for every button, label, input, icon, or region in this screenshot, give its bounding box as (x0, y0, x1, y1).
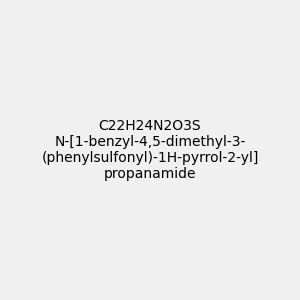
Text: C22H24N2O3S
N-[1-benzyl-4,5-dimethyl-3-
(phenylsulfonyl)-1H-pyrrol-2-yl]
propana: C22H24N2O3S N-[1-benzyl-4,5-dimethyl-3- … (41, 119, 259, 181)
